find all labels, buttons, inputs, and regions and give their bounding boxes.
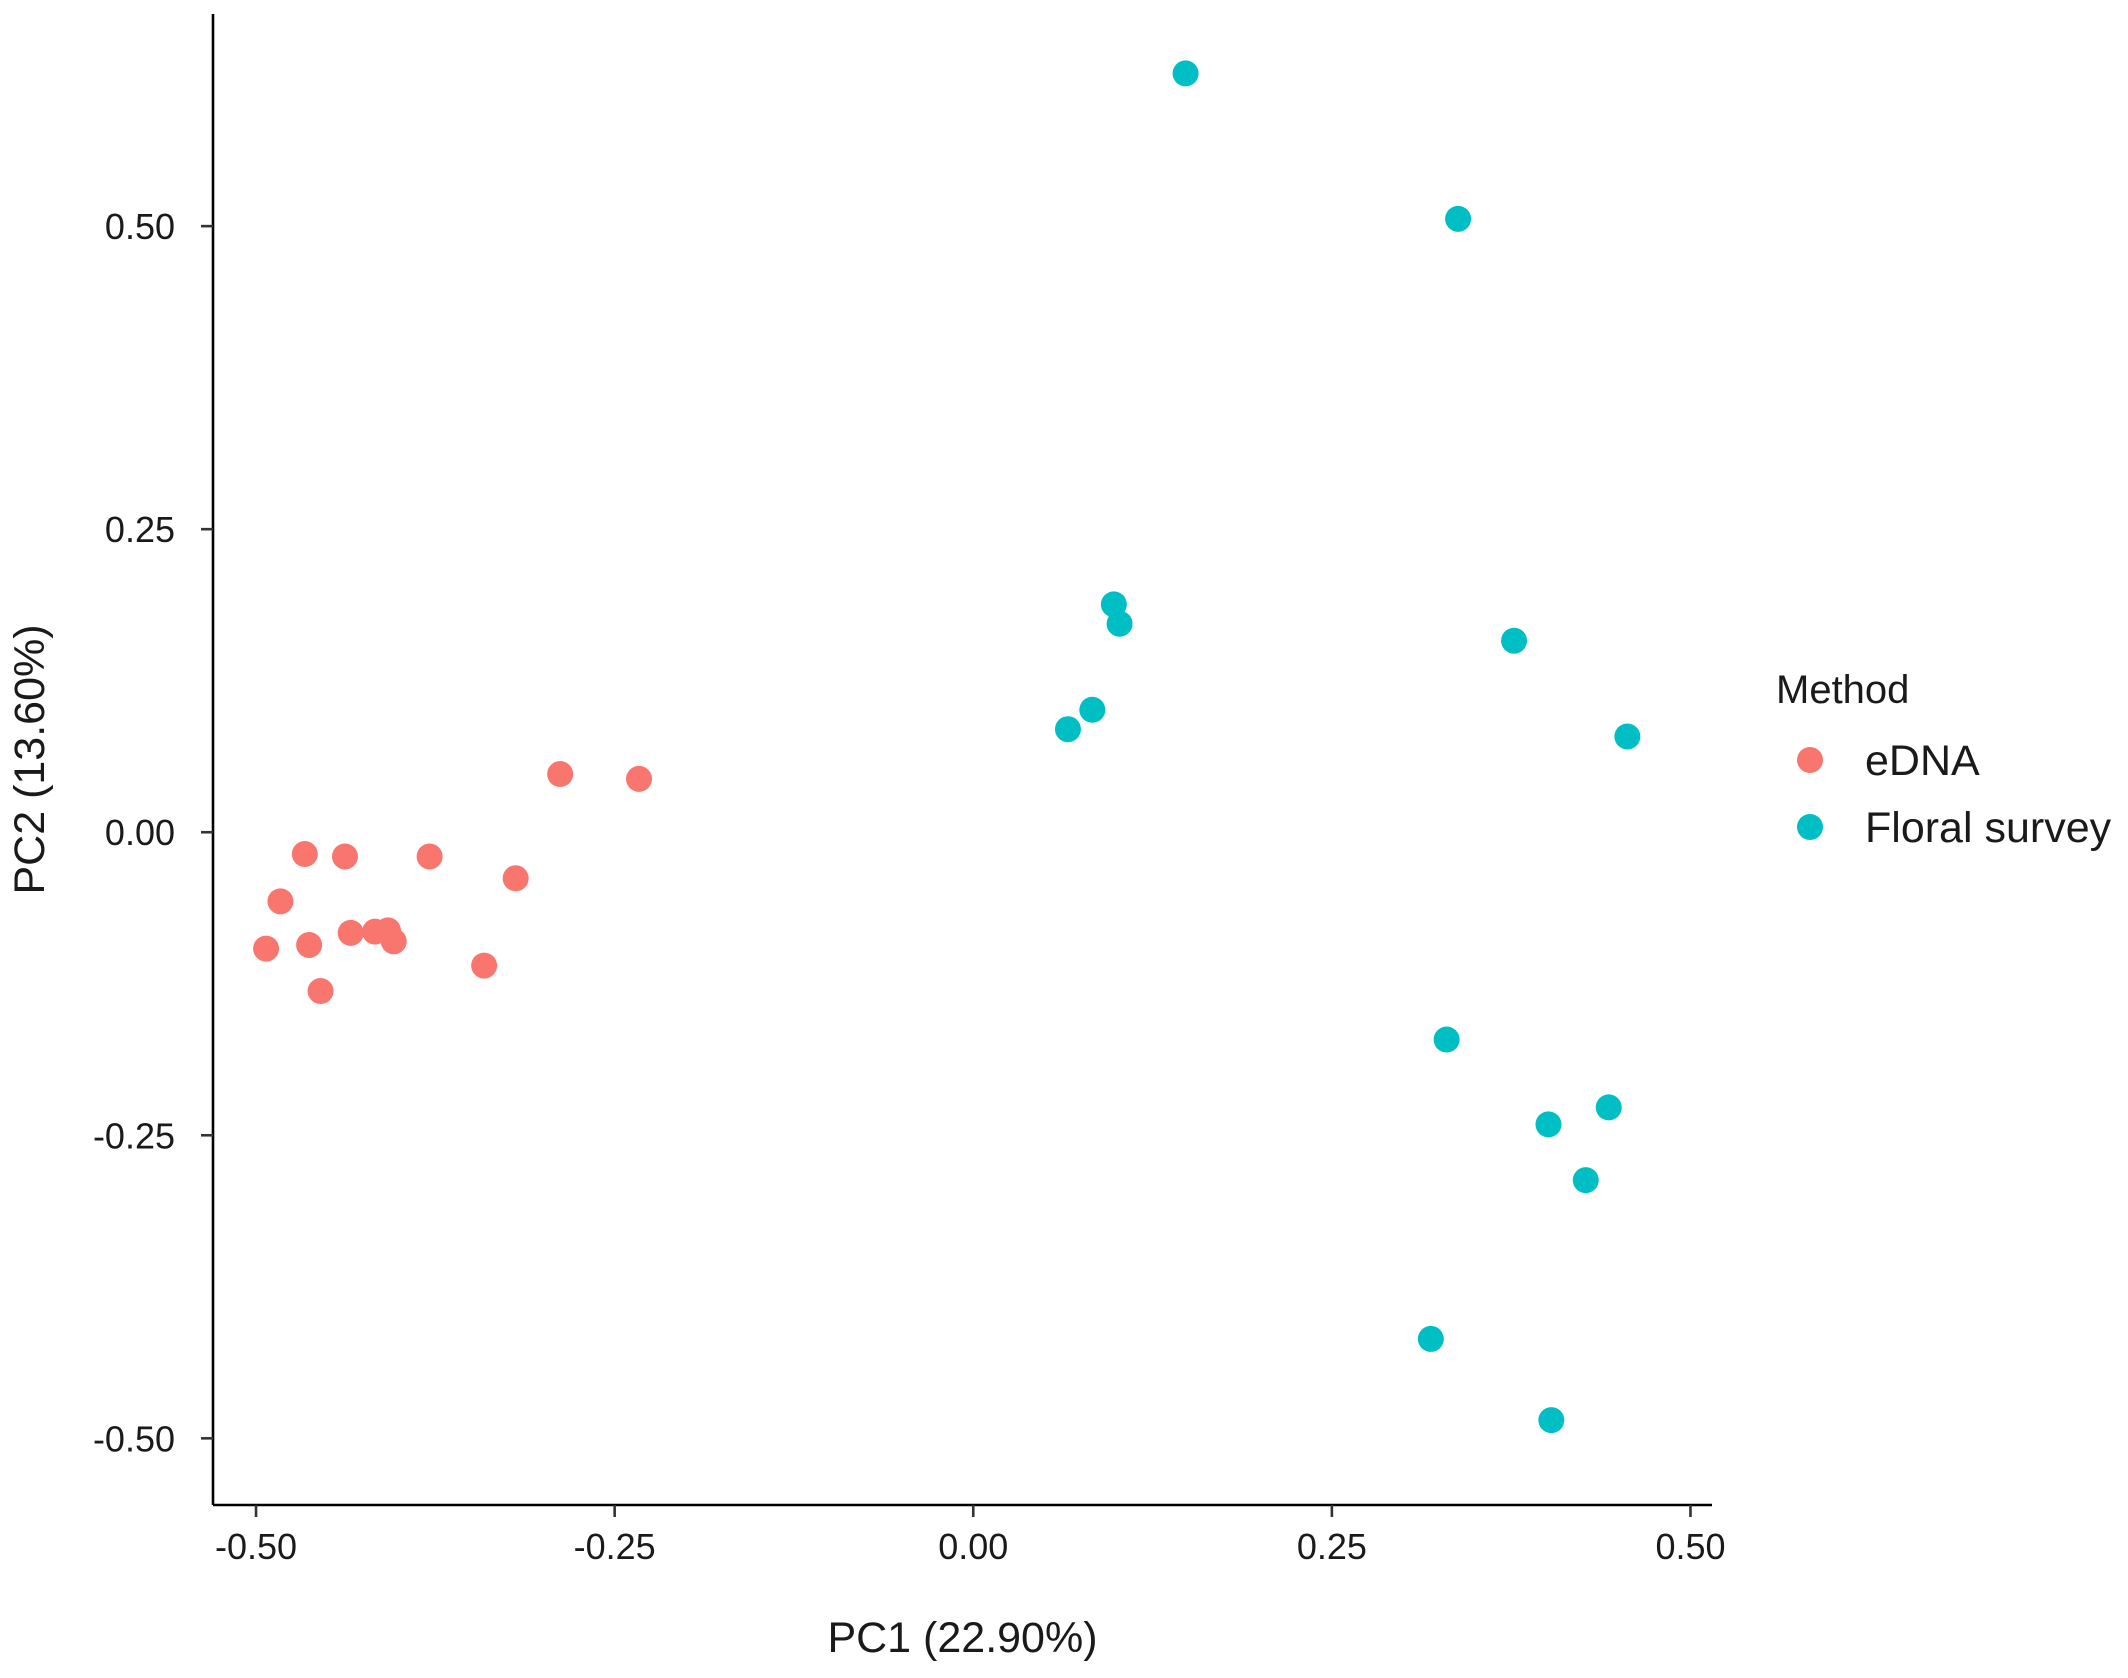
data-point (1054, 716, 1081, 743)
legend-key (1797, 814, 1823, 840)
data-point (547, 761, 574, 788)
y-tick-label: -0.25 (93, 1115, 175, 1156)
data-point (307, 978, 334, 1005)
data-point (1614, 723, 1641, 750)
data-point (1445, 205, 1472, 232)
data-point (1572, 1167, 1599, 1194)
series-floral-survey (1054, 60, 1641, 1434)
y-tick-label: -0.50 (93, 1418, 175, 1459)
data-point (1106, 610, 1133, 637)
data-point (1501, 627, 1528, 654)
data-point (416, 843, 443, 870)
series-edna (253, 761, 653, 1005)
data-point (471, 952, 498, 979)
x-tick-label: -0.25 (574, 1526, 656, 1567)
axes: -0.50 -0.25 0.00 0.25 0.50 -0.50 -0.25 0.00 0.2… (93, 14, 1726, 1567)
x-tick-label: -0.50 (215, 1526, 297, 1567)
data-point (291, 841, 318, 868)
data-point (380, 928, 407, 955)
y-tick-label: 0.25 (105, 509, 175, 550)
data-point (1079, 696, 1106, 723)
x-tick-label: 0.25 (1297, 1526, 1367, 1567)
data-point (1417, 1325, 1444, 1352)
legend-items: eDNA Floral survey (1797, 737, 2112, 852)
x-axis-ticks: -0.50 -0.25 0.00 0.25 0.50 (215, 1505, 1726, 1567)
data-point (337, 919, 364, 946)
y-tick-label: 0.00 (105, 812, 175, 853)
data-point (1538, 1407, 1565, 1434)
y-axis-title: PC2 (13.60%) (6, 624, 54, 894)
data-point (267, 888, 294, 915)
x-tick-label: 0.00 (938, 1526, 1008, 1567)
legend-label: Floral survey (1865, 804, 2112, 852)
data-point (1433, 1026, 1460, 1053)
legend-label: eDNA (1865, 737, 1980, 785)
data-point (331, 843, 358, 870)
data-point (502, 865, 529, 892)
data-point (1595, 1094, 1622, 1121)
legend: Method eDNA Floral survey (1776, 668, 2112, 852)
legend-title: Method (1776, 668, 1909, 712)
x-axis-title: PC1 (22.90%) (827, 1614, 1097, 1662)
legend-key (1797, 747, 1823, 773)
data-point (1172, 60, 1199, 87)
data-point (1535, 1111, 1562, 1138)
data-point (253, 935, 280, 962)
x-tick-label: 0.50 (1655, 1526, 1725, 1567)
data-point (626, 765, 653, 792)
y-tick-label: 0.50 (105, 206, 175, 247)
data-point (296, 931, 323, 958)
y-axis-ticks: -0.50 -0.25 0.00 0.25 0.50 (93, 206, 213, 1459)
data-points (253, 60, 1641, 1434)
